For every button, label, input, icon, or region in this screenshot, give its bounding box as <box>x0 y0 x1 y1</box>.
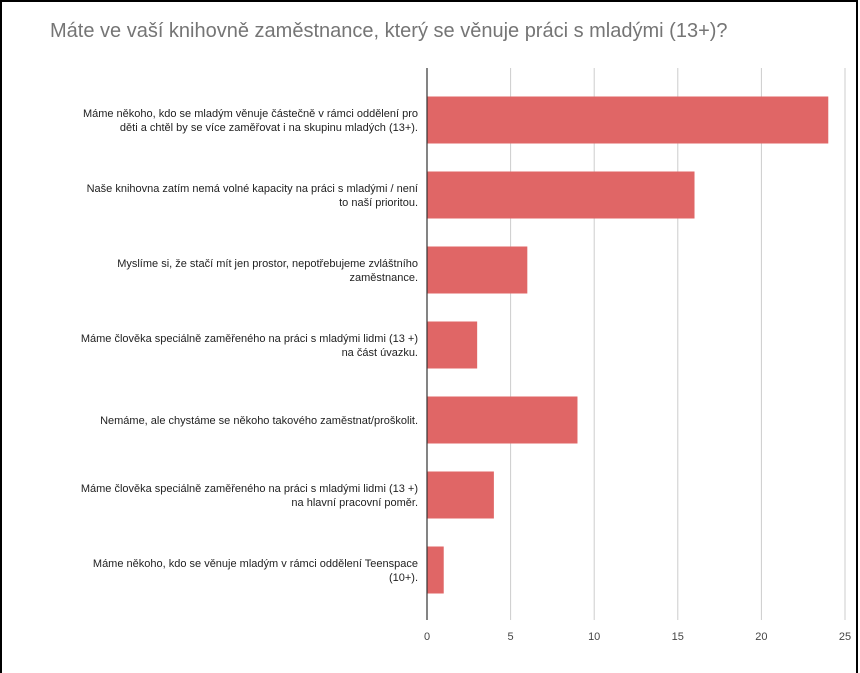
chart-title: Máte ve vaší knihovně zaměstnance, který… <box>50 20 728 42</box>
category-label: Nemáme, ale chystáme se někoho takového … <box>100 415 418 427</box>
x-tick-label: 0 <box>424 631 430 643</box>
x-tick-label: 15 <box>672 631 684 643</box>
bar <box>427 96 829 144</box>
category-label: Máme člověka speciálně zaměřeného na prá… <box>81 333 418 359</box>
category-label: Máme někoho, kdo se věnuje mladým v rámc… <box>93 558 418 584</box>
bar <box>427 246 528 294</box>
bar <box>427 171 695 219</box>
x-tick-label: 25 <box>839 631 851 643</box>
category-label: Máme někoho, kdo se mladým věnuje částeč… <box>83 108 418 134</box>
x-tick-label: 5 <box>508 631 514 643</box>
bar <box>427 546 444 594</box>
category-label: Myslíme si, že stačí mít jen prostor, ne… <box>117 258 418 284</box>
category-label: Máme člověka speciálně zaměřeného na prá… <box>81 483 418 509</box>
bar <box>427 471 494 519</box>
bar <box>427 321 478 369</box>
x-tick-label: 20 <box>755 631 767 643</box>
category-label: Naše knihovna zatím nemá volné kapacity … <box>87 183 418 209</box>
x-tick-label: 10 <box>588 631 600 643</box>
bar <box>427 396 578 444</box>
